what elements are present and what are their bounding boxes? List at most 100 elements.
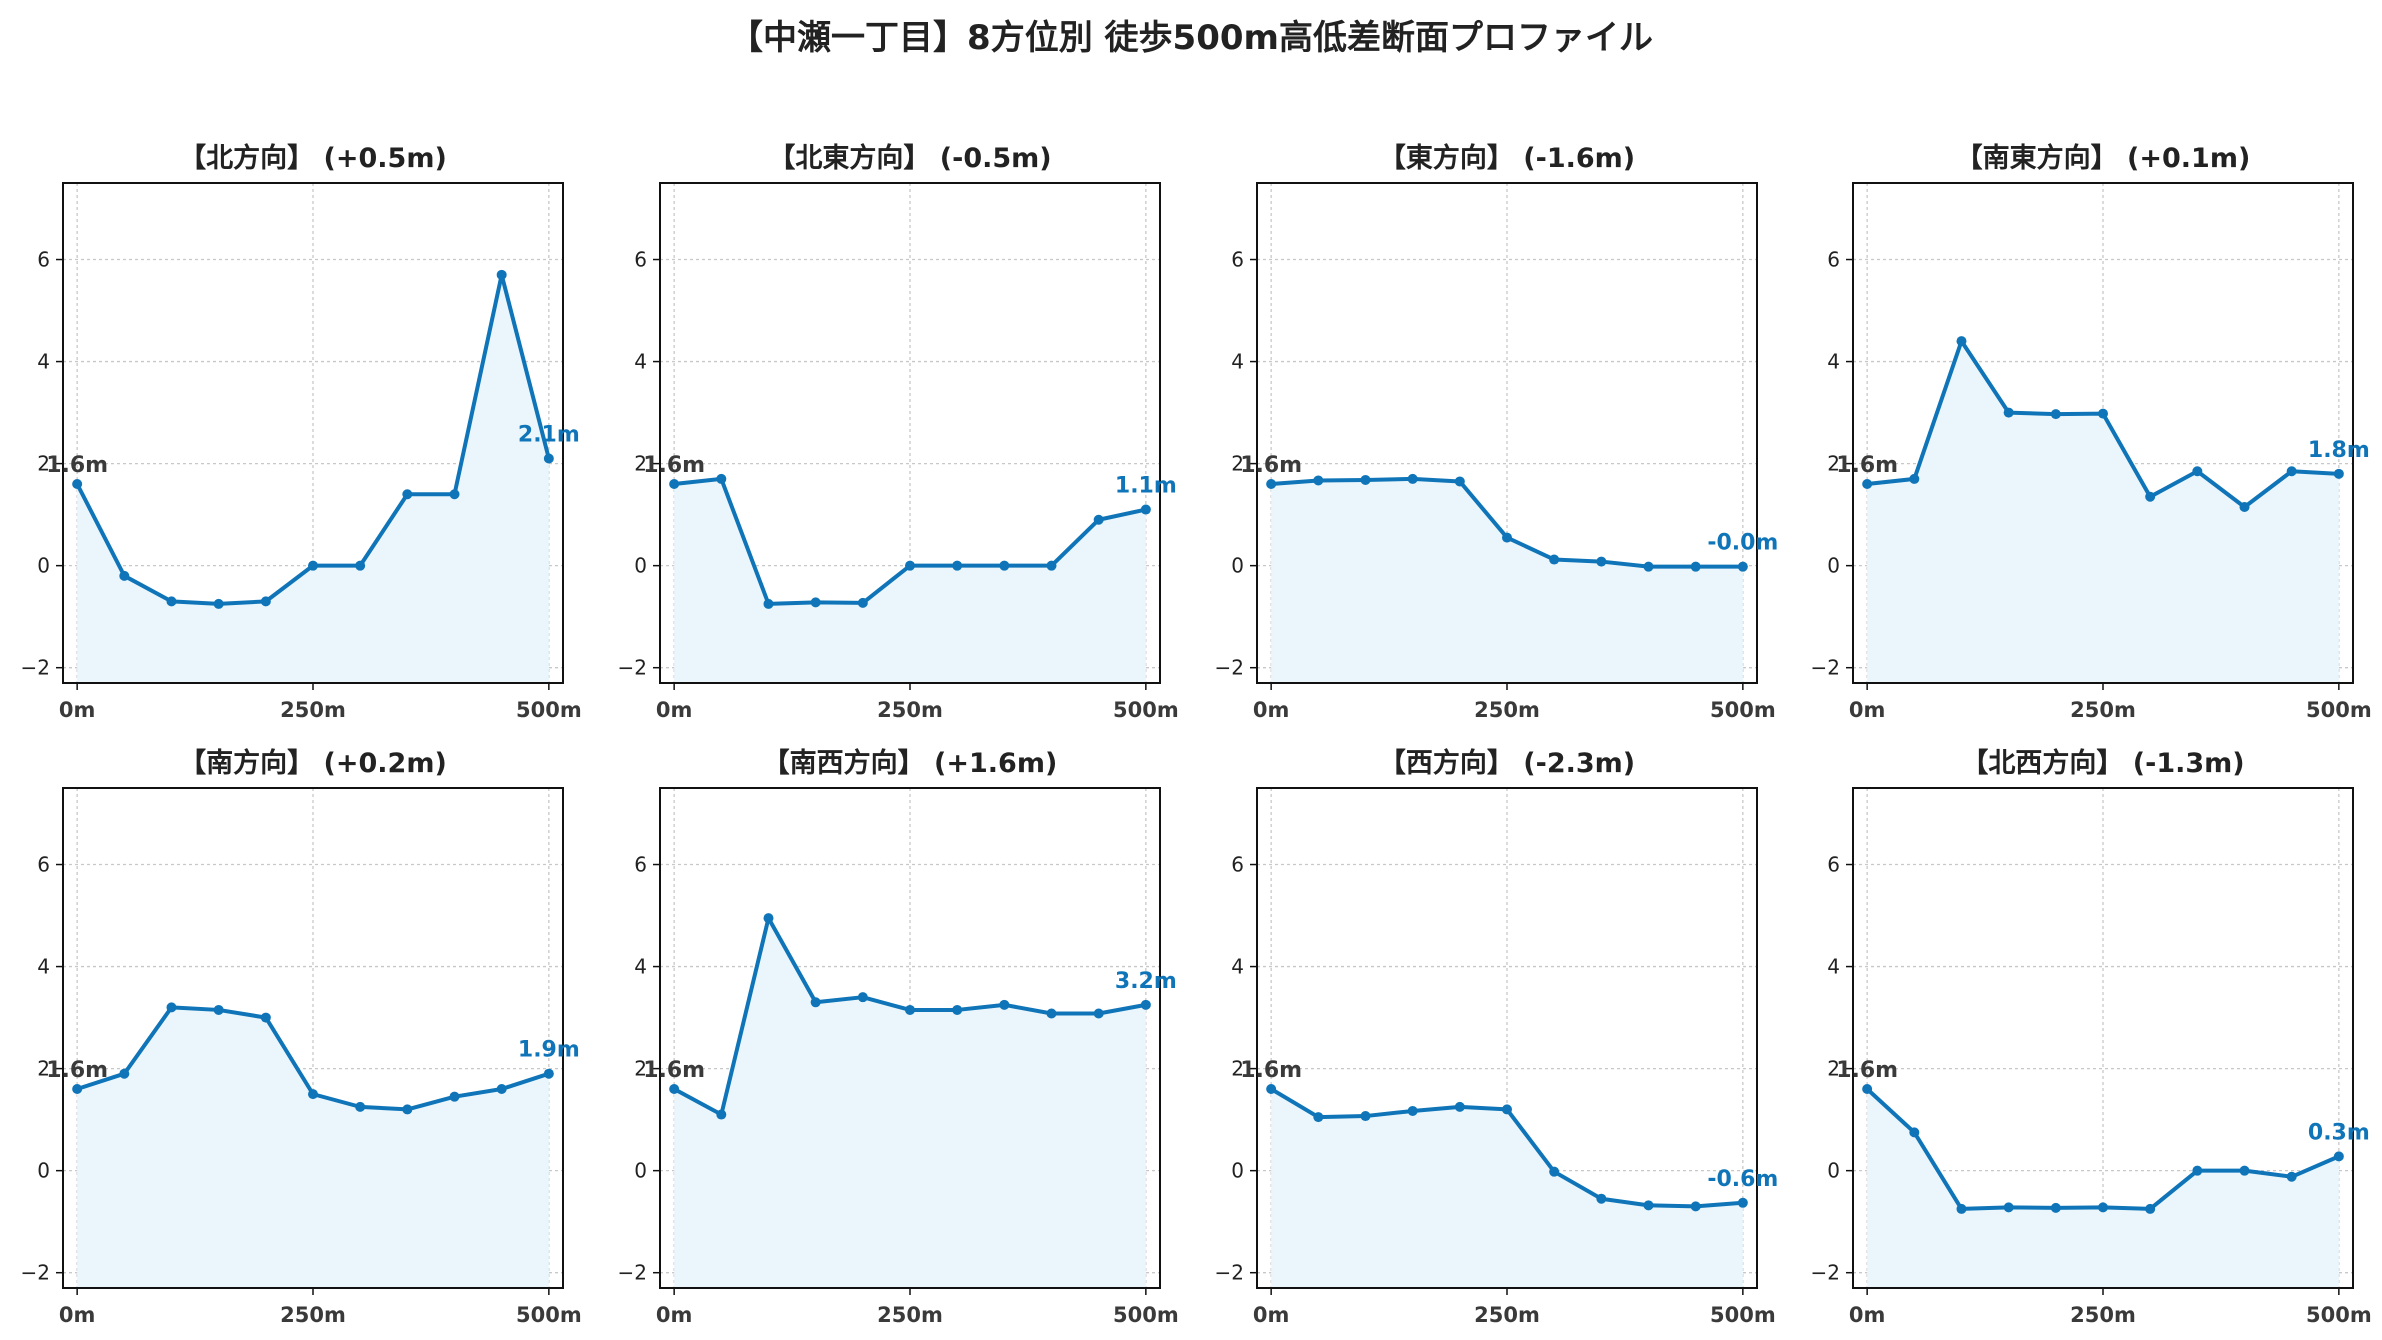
area-fill: [1271, 478, 1743, 683]
subplot-title: 【南東方向】 (+0.1m): [1956, 142, 2251, 174]
data-point: [1862, 479, 1873, 490]
data-point: [119, 570, 130, 581]
data-point: [1454, 1101, 1465, 1112]
data-point: [1956, 336, 1967, 347]
data-point: [2333, 468, 2344, 479]
data-point: [119, 1068, 130, 1079]
y-tick-label: −2: [1215, 656, 1244, 680]
y-tick-label: 4: [1231, 955, 1244, 979]
y-tick-label: −2: [618, 1261, 647, 1285]
data-point: [952, 1004, 963, 1015]
y-tick-label: 0: [1231, 554, 1244, 578]
data-point: [2286, 466, 2297, 477]
data-point: [2050, 1202, 2061, 1213]
x-tick-label: 0m: [656, 698, 693, 722]
y-tick-label: 2: [634, 452, 647, 476]
subplot-title: 【西方向】 (-2.3m): [1379, 747, 1635, 779]
area-fill: [1271, 1089, 1743, 1288]
data-point: [1313, 1112, 1324, 1123]
data-point: [2239, 501, 2250, 512]
y-tick-label: 4: [1827, 955, 1840, 979]
data-point: [166, 1002, 177, 1013]
start-value-label: 1.6m: [643, 453, 705, 478]
x-tick-label: 0m: [656, 1303, 693, 1327]
data-point: [1360, 474, 1371, 485]
y-tick-label: 4: [1231, 350, 1244, 374]
data-point: [1266, 479, 1277, 490]
y-tick-label: 4: [37, 955, 50, 979]
x-tick-label: 500m: [1113, 698, 1179, 722]
data-point: [2333, 1151, 2344, 1162]
data-point: [2239, 1165, 2250, 1176]
data-point: [1737, 1197, 1748, 1208]
end-value-label: -0.6m: [1707, 1167, 1778, 1192]
data-point: [1909, 1127, 1920, 1138]
end-value-label: 2.1m: [518, 423, 580, 448]
area-fill: [674, 918, 1146, 1288]
data-point: [1549, 1166, 1560, 1177]
data-point: [402, 489, 413, 500]
data-point: [213, 1004, 224, 1015]
subplot-title: 【南方向】 (+0.2m): [179, 747, 447, 779]
start-value-label: 1.6m: [1240, 453, 1302, 478]
data-point: [857, 597, 868, 608]
start-value-label: 1.6m: [643, 1058, 705, 1083]
x-tick-label: 250m: [877, 1303, 943, 1327]
x-tick-label: 250m: [1474, 698, 1540, 722]
x-tick-label: 0m: [1253, 698, 1290, 722]
subplot-3: 【東方向】 (-1.6m) −2 0 2 4 6 0m 250m 500m 1.6m -0.0m: [1215, 142, 1779, 722]
data-point: [213, 598, 224, 609]
y-tick-label: 2: [37, 452, 50, 476]
data-point: [905, 1004, 915, 1015]
data-point: [355, 560, 366, 571]
data-point: [543, 453, 554, 464]
data-point: [763, 598, 774, 609]
data-point: [1046, 1008, 1057, 1019]
start-value-label: 1.6m: [46, 1058, 108, 1083]
end-value-label: 1.9m: [518, 1038, 580, 1063]
data-point: [2050, 409, 2061, 420]
data-point: [1407, 473, 1418, 484]
data-point: [2145, 491, 2156, 502]
y-tick-label: 6: [1827, 248, 1840, 272]
x-tick-label: 500m: [516, 698, 582, 722]
data-point: [1549, 554, 1560, 565]
data-point: [260, 596, 271, 607]
y-tick-label: 4: [1827, 350, 1840, 374]
data-point: [2192, 466, 2203, 477]
subplot-6: 【南西方向】 (+1.6m) −2 0 2 4 6 0m 250m 500m 1.6m 3.2m: [618, 747, 1179, 1327]
y-tick-label: −2: [1811, 1261, 1840, 1285]
x-tick-label: 500m: [1710, 1303, 1776, 1327]
y-tick-label: 2: [1231, 1057, 1244, 1081]
x-tick-label: 500m: [1710, 698, 1776, 722]
y-tick-label: 0: [634, 1159, 647, 1183]
area-fill: [77, 1007, 549, 1288]
data-point: [1266, 1084, 1277, 1095]
y-tick-label: 6: [1231, 248, 1244, 272]
data-point: [166, 596, 177, 607]
area-fill: [1867, 1089, 2339, 1288]
x-tick-label: 250m: [2070, 1303, 2136, 1327]
data-point: [1737, 561, 1748, 572]
end-value-label: 1.8m: [2308, 438, 2370, 463]
x-tick-label: 250m: [2070, 698, 2136, 722]
data-point: [1690, 1201, 1701, 1212]
figure-title: 【中瀬一丁目】8方位別 徒歩500m高低差断面プロファイル: [729, 18, 1653, 58]
data-point: [905, 560, 915, 571]
y-tick-label: 4: [37, 350, 50, 374]
data-point: [1690, 561, 1701, 572]
data-point: [952, 560, 963, 571]
y-tick-label: −2: [21, 656, 50, 680]
data-point: [1596, 556, 1607, 567]
data-point: [1596, 1193, 1607, 1204]
data-point: [1643, 1200, 1654, 1211]
data-point: [999, 999, 1010, 1010]
y-tick-label: 6: [37, 248, 50, 272]
data-point: [2098, 1202, 2108, 1213]
y-tick-label: 0: [37, 554, 50, 578]
y-tick-label: 2: [1827, 452, 1840, 476]
data-point: [1956, 1203, 1967, 1214]
subplot-7: 【西方向】 (-2.3m) −2 0 2 4 6 0m 250m 500m 1.6m -0.6m: [1215, 747, 1779, 1327]
data-point: [1407, 1105, 1418, 1116]
data-point: [1140, 504, 1151, 515]
